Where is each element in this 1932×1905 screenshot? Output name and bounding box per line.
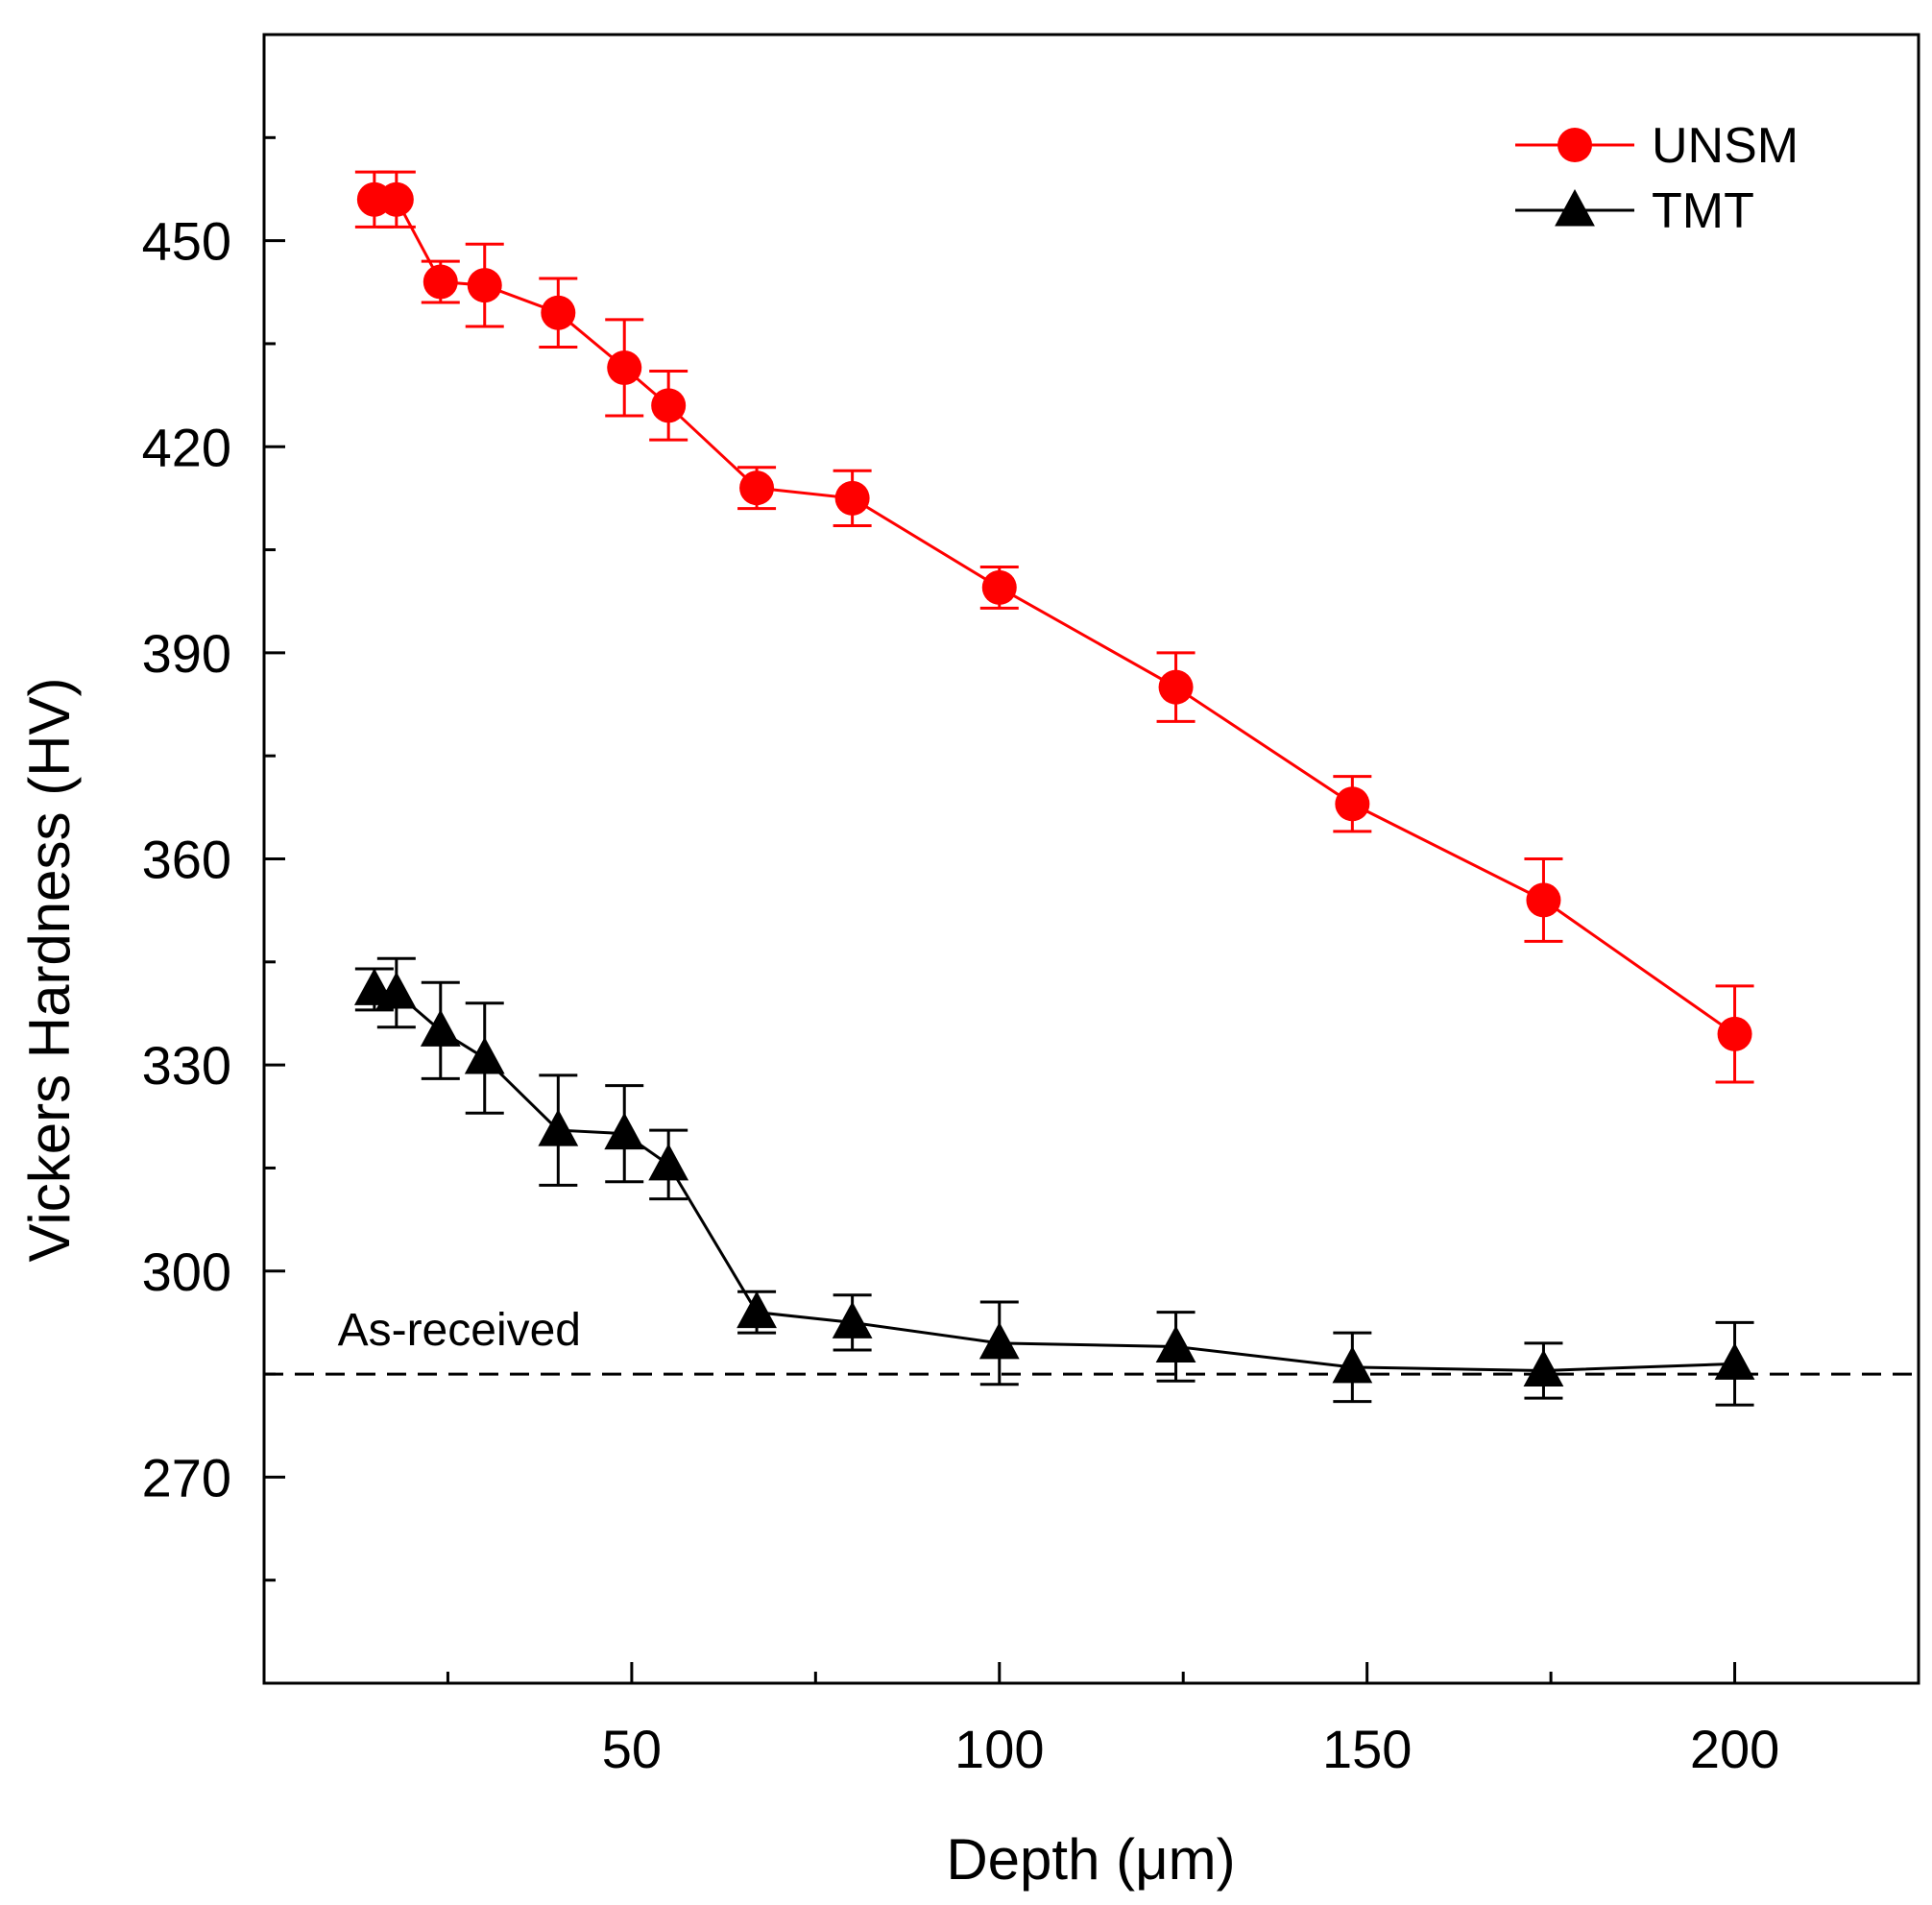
data-point xyxy=(378,181,414,217)
plot-frame xyxy=(262,33,1920,1685)
data-point xyxy=(739,470,775,506)
y-tick-label: 450 xyxy=(142,211,231,272)
data-point xyxy=(651,388,687,423)
data-point xyxy=(420,1009,461,1047)
data-point xyxy=(467,268,502,303)
data-point xyxy=(1714,1342,1755,1380)
legend: UNSM TMT xyxy=(1515,118,1799,239)
data-point xyxy=(604,1112,645,1150)
legend-item-tmt: TMT xyxy=(1515,183,1754,239)
y-tick-label: 330 xyxy=(142,1035,231,1096)
data-point xyxy=(1155,1325,1196,1362)
data-point xyxy=(981,569,1017,605)
data-point xyxy=(538,1109,579,1146)
data-point xyxy=(1158,669,1194,705)
data-point xyxy=(375,972,417,1009)
legend-item-unsm: UNSM xyxy=(1515,118,1799,174)
as-received-reference: As-received xyxy=(264,1305,1919,1376)
y-tick-label: 420 xyxy=(142,417,231,477)
data-point xyxy=(607,350,642,385)
series-unsm xyxy=(354,170,1754,1084)
legend-label: TMT xyxy=(1652,183,1754,239)
legend-marker xyxy=(1558,128,1592,162)
data-point xyxy=(423,264,458,300)
data-point xyxy=(1332,1345,1373,1384)
y-axis-title: Vickers Hardness (HV) xyxy=(17,677,82,1262)
data-point xyxy=(832,1301,873,1338)
data-point xyxy=(1335,786,1370,822)
x-tick-label: 200 xyxy=(1690,1719,1779,1779)
data-point xyxy=(1526,882,1561,918)
as-received-label: As-received xyxy=(338,1305,581,1356)
y-tick-label: 300 xyxy=(142,1242,231,1302)
x-tick-label: 100 xyxy=(954,1719,1044,1779)
series-tmt xyxy=(353,956,1755,1407)
y-tick-label: 390 xyxy=(142,623,231,684)
legend-label: UNSM xyxy=(1652,118,1799,174)
x-tick-label: 150 xyxy=(1322,1719,1412,1779)
y-tick-label: 270 xyxy=(142,1447,231,1507)
data-point xyxy=(834,480,870,516)
data-point xyxy=(464,1036,505,1074)
data-point xyxy=(1523,1349,1564,1387)
data-point xyxy=(978,1321,1020,1360)
x-tick-label: 50 xyxy=(602,1719,662,1779)
y-tick-label: 360 xyxy=(142,830,231,890)
data-point xyxy=(648,1143,689,1181)
data-point xyxy=(1717,1016,1752,1051)
series-group xyxy=(353,170,1755,1407)
legend-marker xyxy=(1555,189,1595,227)
data-point xyxy=(737,1290,777,1329)
data-point xyxy=(541,295,576,330)
axes: 50 100 150 200 270 300 330 360 390 420 450 xyxy=(142,33,1920,1779)
x-axis-title: Depth (μm) xyxy=(946,1827,1235,1892)
